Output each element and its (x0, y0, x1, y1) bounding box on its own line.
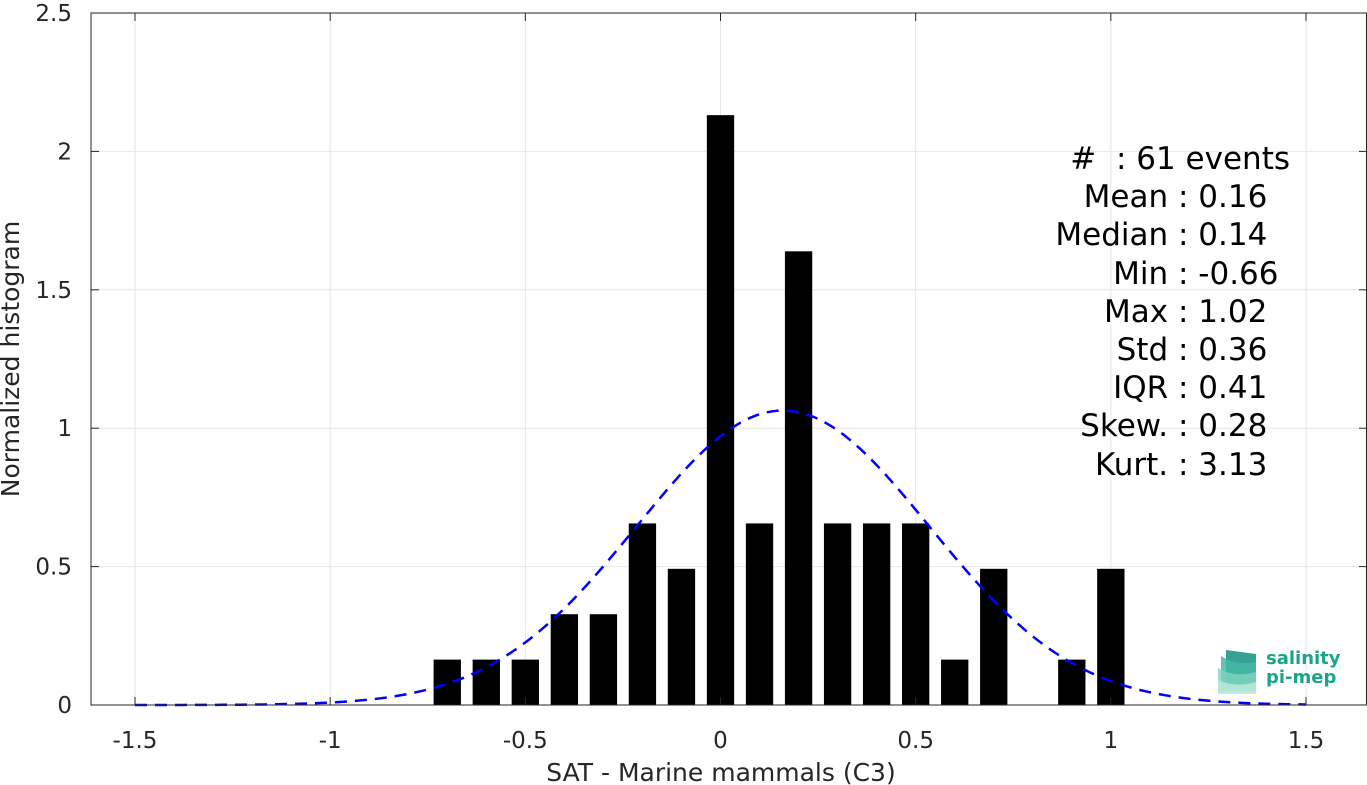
y-tick-label: 0.5 (35, 555, 72, 581)
x-tick-label: -1.5 (113, 728, 158, 754)
histogram-bar (784, 251, 813, 705)
stat-row: Mean : 0.16 (1010, 178, 1290, 216)
stat-label: Kurt. (1094, 446, 1178, 483)
stat-value: : 0.16 (1178, 179, 1268, 216)
fit-curve (135, 409, 1307, 707)
histogram-bar (667, 568, 696, 705)
stat-label: Skew. (1080, 408, 1178, 445)
stat-value: : 0.14 (1178, 217, 1268, 254)
bars-group (433, 115, 1125, 705)
stat-row: Min : -0.66 (1010, 255, 1290, 293)
stat-row: Max : 1.02 (1010, 293, 1290, 331)
x-tick-label: -0.5 (503, 728, 548, 754)
y-tick-label: 2.5 (35, 1, 72, 27)
histogram-bar (472, 659, 500, 705)
logo-line-1: salinity (1266, 648, 1341, 669)
x-axis-label: SAT - Marine mammals (C3) (546, 758, 895, 785)
y-tick-label: 1.5 (35, 278, 72, 304)
histogram-bar (1058, 659, 1086, 705)
x-tick-label: 1.5 (1288, 728, 1325, 754)
histogram-bar (433, 659, 461, 705)
stat-label: Mean (1083, 179, 1178, 216)
stat-row: Std : 0.36 (1010, 331, 1290, 369)
stat-label: IQR (1113, 370, 1178, 407)
tick-marks (91, 12, 1367, 706)
x-tick-labels: -1.5 -1 -0.5 0 0.5 1 1.5 (113, 728, 1325, 754)
y-tick-label: 2 (57, 139, 72, 165)
x-tick-label: 0 (713, 728, 728, 754)
stat-value: : 0.28 (1178, 408, 1268, 445)
histogram-bar (589, 614, 618, 705)
stat-row: Median : 0.14 (1010, 216, 1290, 254)
stat-label: Max (1104, 293, 1178, 330)
histogram-bar (941, 659, 969, 705)
stat-value: : 0.41 (1178, 370, 1268, 407)
stat-value: : 0.36 (1178, 332, 1268, 369)
histogram-bar (706, 115, 735, 705)
histogram-bar (980, 568, 1008, 705)
stat-value: : 3.13 (1178, 446, 1268, 483)
histogram-bar (745, 523, 774, 705)
stat-row: # : 61 events (1010, 140, 1290, 178)
histogram-bar (550, 614, 579, 705)
y-tick-label: 1 (57, 416, 72, 442)
stat-label: Std (1116, 332, 1178, 369)
histogram-bar (862, 523, 891, 705)
logo-line-2: pi-mep (1266, 667, 1337, 688)
stat-row: Skew. : 0.28 (1010, 407, 1290, 445)
y-tick-label: 0 (57, 693, 72, 719)
stat-value: : 61 events (1115, 141, 1290, 177)
x-tick-label: 0.5 (897, 728, 934, 754)
salinity-pi-mep-logo: salinity pi-mep (1216, 646, 1346, 696)
stat-value: : 1.02 (1178, 293, 1268, 330)
stat-label: # (1070, 141, 1116, 177)
histogram-bar (628, 523, 657, 705)
y-tick-labels: 0 0.5 1 1.5 2 2.5 (35, 1, 72, 719)
y-axis-label: Normalized histogram (0, 221, 25, 497)
stat-label: Min (1113, 255, 1178, 292)
histogram-bar (823, 523, 852, 705)
stat-value: : -0.66 (1178, 255, 1279, 292)
logo-icon (1218, 650, 1256, 694)
stat-label: Median (1055, 217, 1178, 254)
x-tick-label: 1 (1104, 728, 1119, 754)
statistics-annotation: # : 61 events Mean : 0.16 Median : 0.14 Min… (1010, 140, 1290, 484)
stat-row: Kurt. : 3.13 (1010, 446, 1290, 484)
histogram-bar (902, 523, 930, 705)
x-tick-label: -1 (319, 728, 342, 754)
stat-row: IQR : 0.41 (1010, 369, 1290, 407)
